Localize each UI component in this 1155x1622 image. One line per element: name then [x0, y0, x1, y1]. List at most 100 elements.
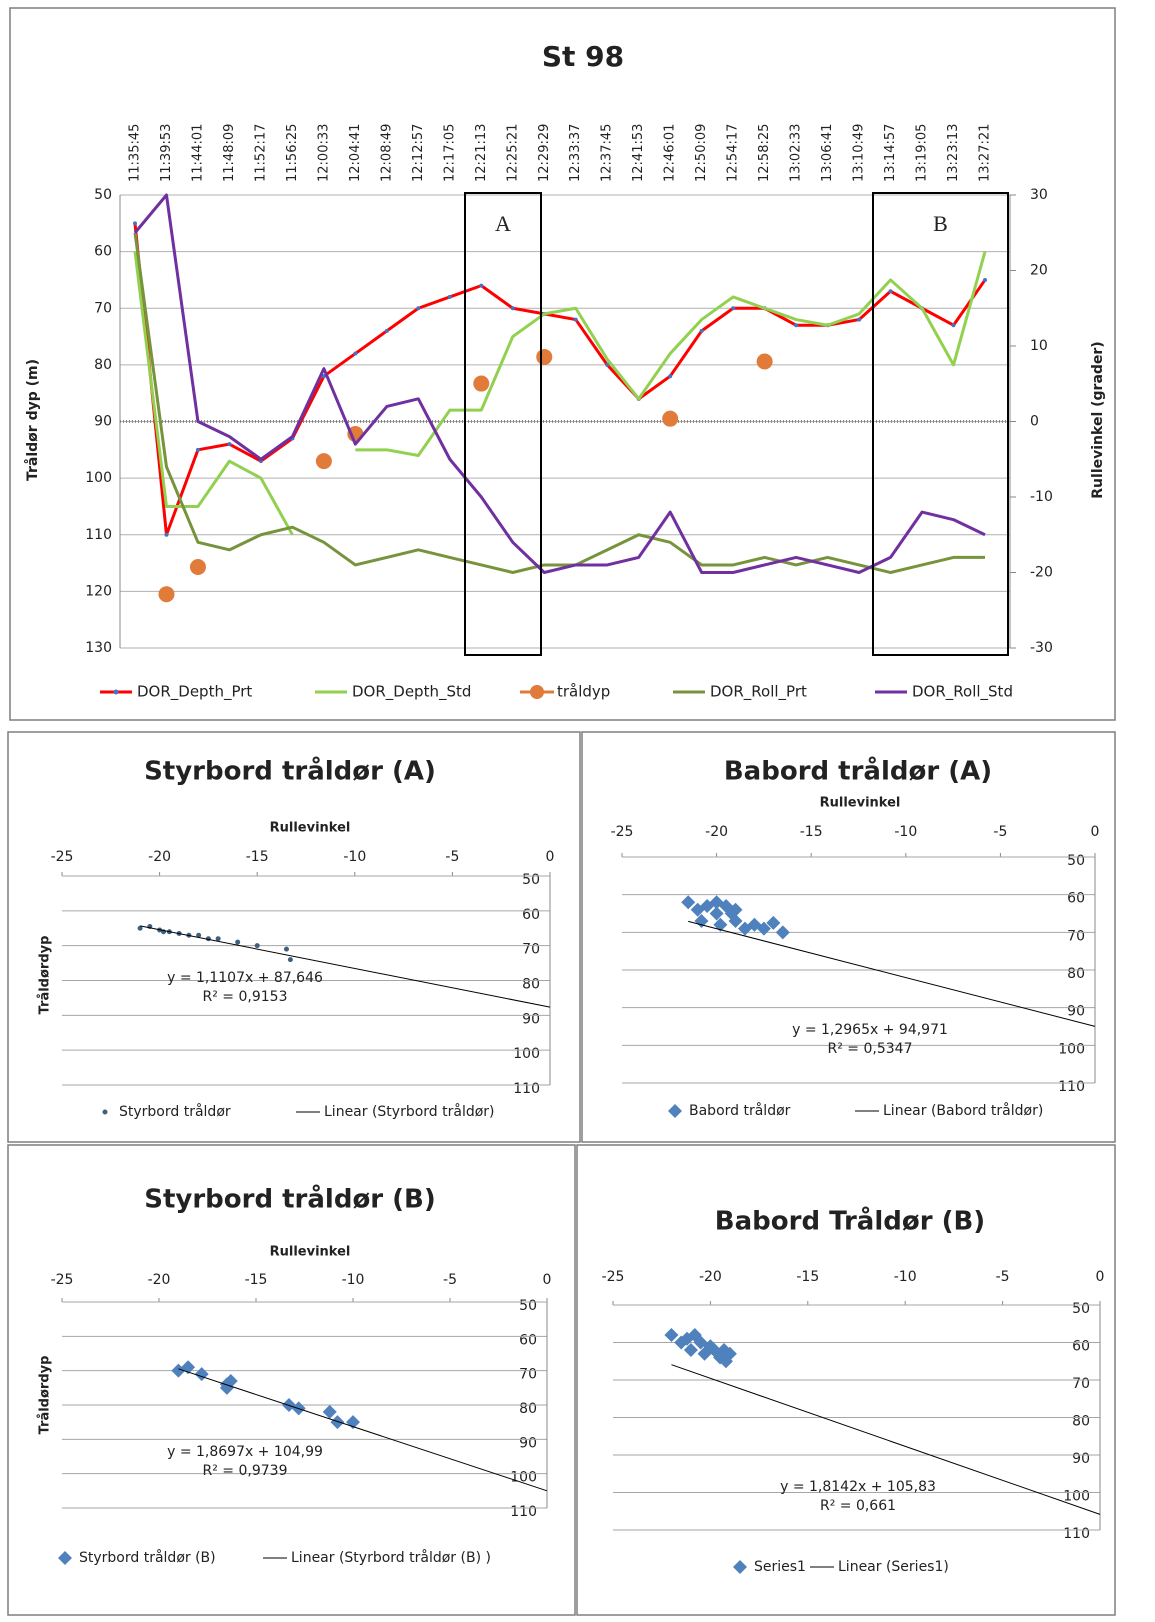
- y-tick-label: 90: [1072, 1451, 1090, 1467]
- chart-title: St 98: [542, 40, 624, 73]
- data-point: [664, 1328, 679, 1342]
- x-tick-label: 0: [543, 1272, 552, 1288]
- y-tick-label: 80: [522, 977, 540, 993]
- x-tick-label: 12:50:09: [694, 124, 709, 182]
- chart-frame: [581, 731, 1116, 1143]
- data-point: [536, 348, 553, 365]
- y-tick-label: 120: [85, 583, 112, 599]
- series-line: [133, 232, 985, 574]
- data-point: [983, 277, 987, 282]
- x-tick-label: 11:39:53: [159, 124, 174, 182]
- x-tick-label: -5: [996, 1269, 1010, 1285]
- data-point: [573, 317, 578, 322]
- data-point: [287, 957, 293, 963]
- x-tick-label: 12:29:29: [537, 124, 552, 182]
- trendline-equation: y = 1,8142x + 105,83: [780, 1479, 936, 1495]
- data-point: [766, 915, 781, 930]
- x-axis-label: Rullevinkel: [820, 796, 901, 811]
- y-tick-label: 80: [519, 1401, 537, 1417]
- y-tick-label: 90: [94, 414, 112, 430]
- legend-label: Linear (Styrbord tråldør): [324, 1103, 495, 1120]
- data-point: [605, 362, 610, 367]
- chart-title: Babord Tråldør (B): [715, 1205, 985, 1237]
- trendline-equation: y = 1,8697x + 104,99: [167, 1444, 323, 1460]
- data-point: [322, 1404, 337, 1419]
- y-tick-label: 70: [519, 1367, 537, 1383]
- data-point: [756, 353, 773, 370]
- y2-tick-label: -10: [1030, 489, 1053, 505]
- x-tick-label: -25: [602, 1269, 625, 1285]
- x-tick-label: 11:35:45: [128, 124, 143, 182]
- legend-label: Series1: [754, 1559, 806, 1575]
- legend-swatch: [102, 1109, 108, 1115]
- x-tick-label: -15: [800, 824, 823, 840]
- y-tick-label: 50: [1072, 1301, 1090, 1317]
- y2-tick-label: -30: [1030, 640, 1053, 656]
- x-tick-label: 13:06:41: [820, 124, 835, 182]
- y-tick-label: 90: [1067, 1004, 1085, 1020]
- y-tick-label: 100: [1063, 1489, 1090, 1505]
- x-tick-label: -5: [443, 1272, 457, 1288]
- data-point: [215, 936, 221, 942]
- x-tick-label: -25: [51, 1272, 74, 1288]
- data-point: [888, 289, 893, 294]
- data-point: [681, 895, 696, 910]
- x-tick-label: -10: [343, 849, 366, 865]
- data-point: [694, 914, 709, 929]
- y-axis-label: Tråldørdyp: [38, 1356, 53, 1435]
- legend-label: DOR_Depth_Std: [352, 683, 471, 702]
- chart-title: Styrbord tråldør (B): [144, 1183, 436, 1215]
- y-tick-label: 70: [1072, 1376, 1090, 1392]
- data-point: [668, 374, 673, 379]
- data-point: [728, 902, 743, 917]
- y-tick-label: 110: [510, 1504, 537, 1520]
- series-line: [133, 223, 987, 537]
- y-tick-label: 110: [1063, 1526, 1090, 1542]
- x-tick-label: 12:46:01: [663, 124, 678, 182]
- y-tick-label: 80: [1067, 966, 1085, 982]
- data-point: [195, 447, 200, 452]
- x-tick-label: 0: [1096, 1269, 1105, 1285]
- data-point: [794, 323, 799, 328]
- y-tick-label: 80: [94, 357, 112, 373]
- data-point: [196, 932, 202, 938]
- data-point: [315, 453, 332, 470]
- y2-tick-label: 20: [1030, 263, 1048, 279]
- legend-label: Styrbord tråldør: [119, 1103, 231, 1120]
- x-tick-label: -20: [699, 1269, 722, 1285]
- y-tick-label: 60: [1072, 1339, 1090, 1355]
- x-tick-label: 12:54:17: [726, 124, 741, 182]
- data-point: [756, 921, 771, 936]
- x-tick-label: 13:02:33: [789, 124, 804, 182]
- x-axis-label: Rullevinkel: [270, 821, 351, 836]
- y-axis-label: Tråldørdyp: [38, 936, 53, 1015]
- trendline-equation: y = 1,2965x + 94,971: [792, 1022, 948, 1038]
- series-line: [133, 193, 986, 574]
- x-tick-label: 0: [546, 849, 555, 865]
- x-tick-label: 11:56:25: [285, 124, 300, 182]
- y2-tick-label: 30: [1030, 187, 1048, 203]
- y-tick-label: 60: [522, 907, 540, 923]
- x-tick-label: 11:52:17: [253, 124, 268, 182]
- data-point: [479, 283, 484, 288]
- x-tick-label: -5: [993, 824, 1007, 840]
- annotation-box: [872, 192, 1009, 656]
- y-tick-label: 50: [522, 872, 540, 888]
- y-tick-label: 100: [1058, 1041, 1085, 1057]
- x-tick-label: -20: [705, 824, 728, 840]
- data-point: [951, 323, 956, 328]
- x-tick-label: 12:33:37: [568, 124, 583, 182]
- data-point: [709, 906, 724, 921]
- x-tick-label: -15: [246, 849, 269, 865]
- y-tick-label: 60: [519, 1332, 537, 1348]
- legend-label: DOR_Depth_Prt: [137, 683, 252, 702]
- data-point: [137, 925, 143, 931]
- data-point: [189, 559, 206, 576]
- plot-area: [133, 193, 987, 603]
- annotation-label: B: [933, 211, 948, 236]
- y-tick-label: 60: [1067, 891, 1085, 907]
- data-point: [384, 328, 389, 333]
- data-point: [164, 532, 169, 537]
- legend-label: DOR_Roll_Prt: [710, 683, 807, 702]
